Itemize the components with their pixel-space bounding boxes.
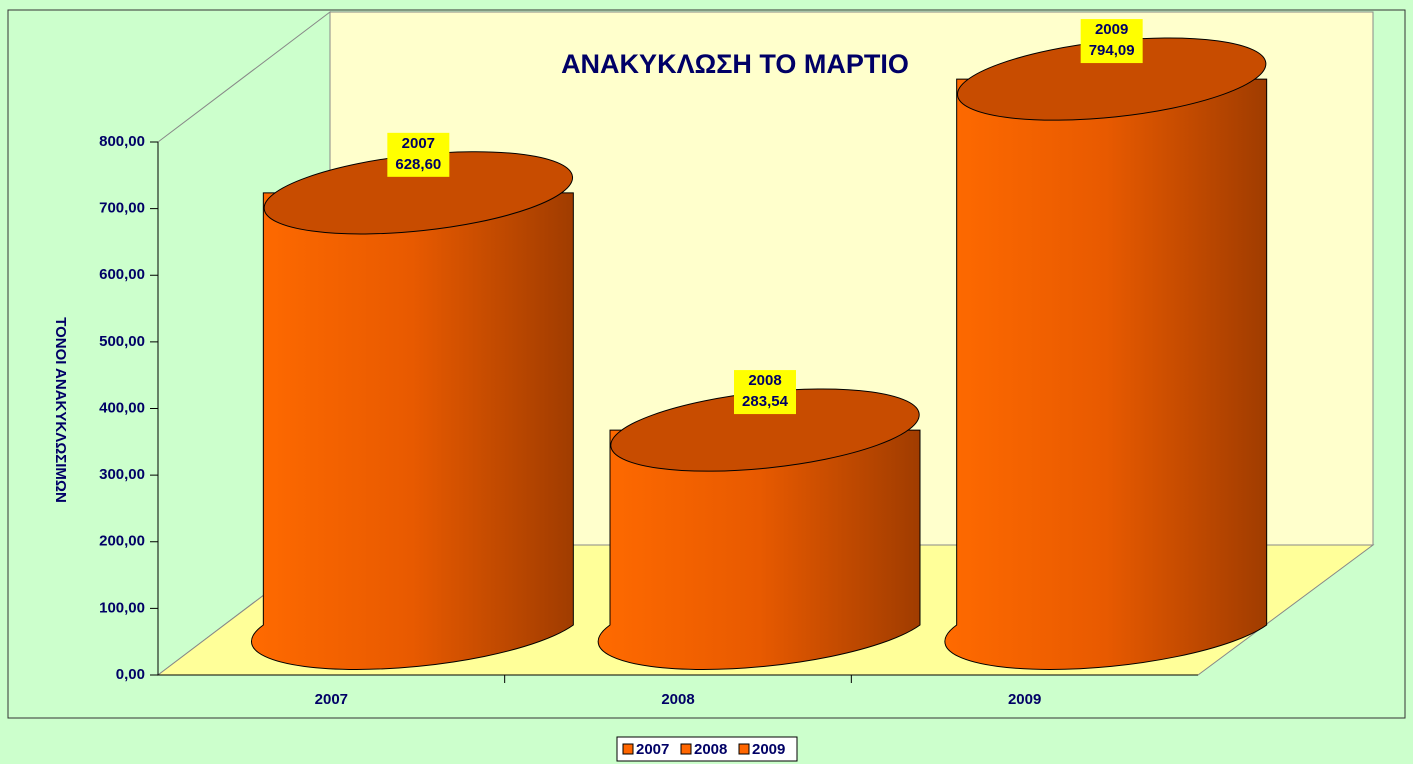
legend-swatch	[738, 743, 750, 755]
legend-label: 2007	[636, 741, 669, 758]
cylinder	[250, 151, 574, 670]
y-tick-label: 400,00	[99, 399, 145, 416]
cylinder-body	[250, 192, 574, 670]
data-label: 794,09	[1089, 42, 1135, 59]
data-label: 283,54	[742, 393, 789, 410]
y-tick-label: 600,00	[99, 266, 145, 283]
y-tick-label: 700,00	[99, 200, 145, 217]
legend-label: 2008	[694, 741, 727, 758]
y-tick-label: 200,00	[99, 533, 145, 550]
x-tick-label: 2009	[1008, 691, 1041, 708]
cylinder-body	[597, 429, 921, 670]
y-tick-label: 100,00	[99, 599, 145, 616]
data-label-category: 2007	[402, 135, 435, 152]
data-label: 628,60	[395, 156, 441, 173]
x-tick-label: 2008	[661, 691, 694, 708]
chart-title: ΑΝΑΚΥΚΛΩΣΗ ΤΟ ΜΑΡΤΙΟ	[561, 49, 909, 79]
data-label-category: 2008	[748, 372, 781, 389]
y-tick-label: 500,00	[99, 333, 145, 350]
y-axis-label: ΤΟΝΟΙ ΑΝΑΚΥΚΛΩΣΙΜΩΝ	[52, 317, 69, 503]
legend-label: 2009	[752, 741, 785, 758]
data-label-box	[1080, 19, 1143, 64]
y-tick-label: 800,00	[99, 133, 145, 150]
x-tick-label: 2007	[315, 691, 348, 708]
data-label-box	[387, 132, 450, 177]
legend-swatch	[622, 743, 634, 755]
legend-swatch	[680, 743, 692, 755]
cylinder-body	[944, 78, 1268, 670]
y-tick-label: 0,00	[116, 666, 145, 683]
legend-box	[616, 736, 798, 762]
data-label-box	[734, 370, 796, 415]
cylinder	[597, 388, 921, 670]
y-tick-label: 300,00	[99, 466, 145, 483]
cylinder	[944, 37, 1268, 670]
data-label-category: 2009	[1095, 21, 1128, 38]
